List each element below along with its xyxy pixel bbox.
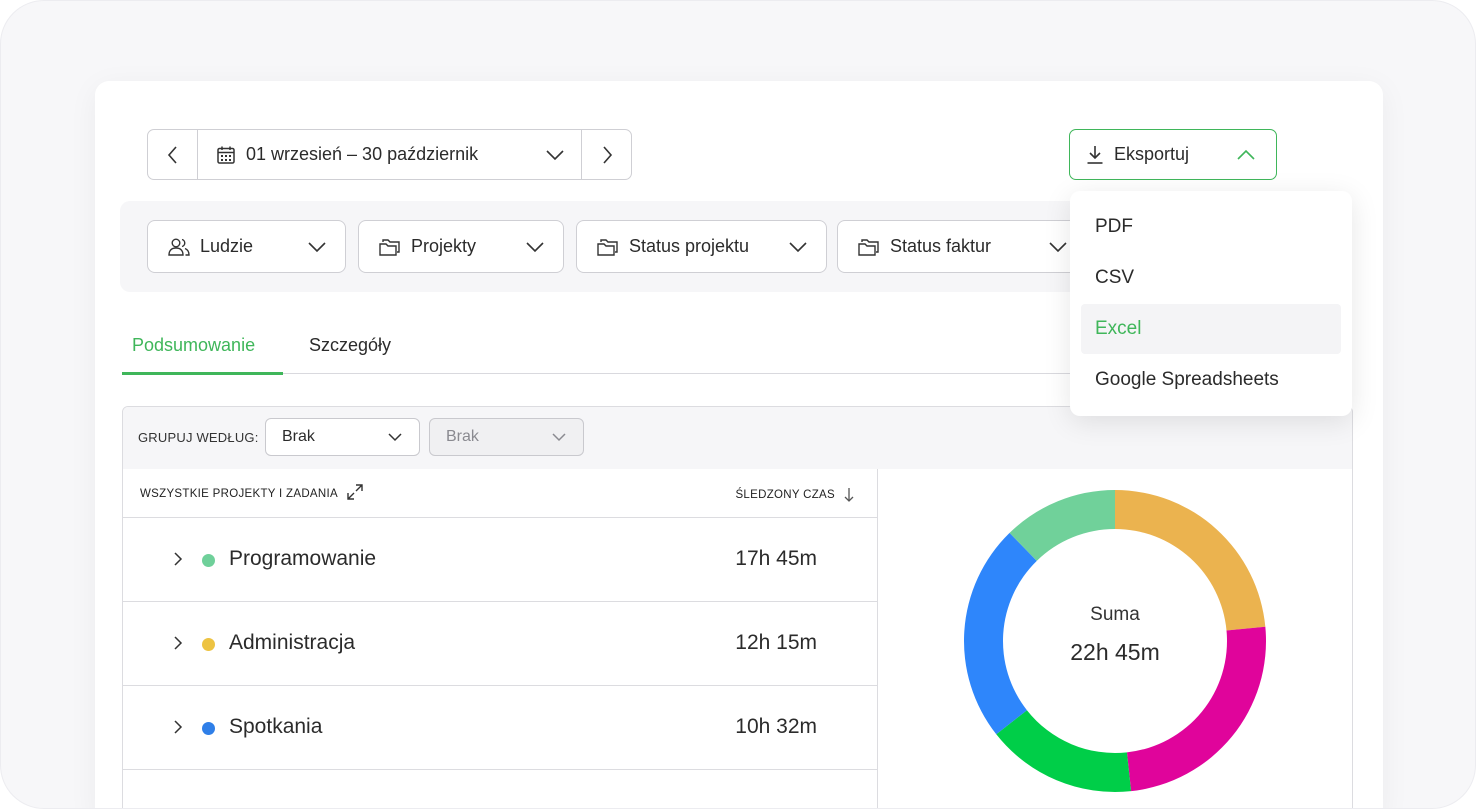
chart-total-label: Suma	[1090, 604, 1140, 625]
export-option-excel[interactable]: Excel	[1081, 304, 1341, 354]
project-color-dot	[202, 722, 215, 735]
donut-slice-0[interactable]	[1115, 490, 1266, 631]
filter-invoice-status[interactable]: Status faktur	[837, 220, 1087, 273]
donut-slice-2[interactable]	[996, 710, 1132, 792]
chevron-down-icon	[388, 433, 402, 442]
project-color-dot	[202, 638, 215, 651]
group-by-secondary-select[interactable]: Brak	[429, 418, 584, 456]
chevron-up-icon	[1237, 149, 1255, 160]
chevron-down-icon	[1049, 241, 1067, 252]
active-tab-indicator	[122, 372, 283, 375]
report-tabs: Podsumowanie Szczegóły	[122, 321, 1351, 375]
chevron-right-icon[interactable]	[173, 635, 183, 651]
donut-chart: Suma 22h 45m	[879, 469, 1352, 808]
group-by-label: GRUPUJ WEDŁUG:	[138, 430, 259, 445]
date-range-picker: 01 wrzesień – 30 październik	[147, 129, 632, 180]
projects-table: WSZYSTKIE PROJEKTY I ZADANIA ŚLEDZONY CZ…	[123, 469, 878, 808]
sort-arrow-down-icon	[844, 488, 854, 502]
project-time: 17h 45m	[735, 547, 817, 570]
filter-project-status[interactable]: Status projektu	[576, 220, 827, 273]
column-header-time[interactable]: ŚLEDZONY CZAS	[735, 487, 855, 503]
calendar-icon	[217, 146, 235, 164]
group-by-secondary-value: Brak	[446, 428, 479, 445]
next-period-button[interactable]	[581, 130, 631, 179]
column-time-label: ŚLEDZONY CZAS	[735, 489, 835, 501]
filter-projects-label: Projekty	[411, 236, 477, 256]
chevron-right-icon[interactable]	[173, 719, 183, 735]
report-card: 01 wrzesień – 30 październik Eksportuj	[95, 81, 1383, 808]
download-icon	[1087, 145, 1103, 164]
donut-slice-1[interactable]	[1126, 626, 1266, 792]
expand-icon[interactable]	[346, 483, 364, 501]
filter-project-status-label: Status projektu	[629, 236, 750, 256]
export-option-google-spreadsheets[interactable]: Google Spreadsheets	[1095, 369, 1279, 390]
chevron-right-icon[interactable]	[173, 551, 183, 567]
column-header-projects[interactable]: WSZYSTKIE PROJEKTY I ZADANIA	[140, 484, 364, 501]
filters-bar: Ludzie Projekty Status projektu	[120, 201, 1120, 292]
group-by-primary-value: Brak	[282, 428, 315, 445]
filter-invoice-status-label: Status faktur	[890, 236, 992, 256]
table-row[interactable]: Programowanie 17h 45m	[123, 518, 877, 602]
filter-projects[interactable]: Projekty	[358, 220, 564, 273]
table-row[interactable]: Administracja 12h 15m	[123, 602, 877, 686]
export-menu: PDF CSV Excel Google Spreadsheets	[1070, 191, 1352, 416]
export-option-csv[interactable]: CSV	[1095, 267, 1135, 288]
export-label: Eksportuj	[1114, 144, 1190, 164]
project-name: Spotkania	[229, 715, 323, 738]
project-time: 10h 32m	[735, 715, 817, 738]
chevron-left-icon	[167, 145, 177, 164]
chevron-down-icon	[789, 241, 807, 252]
project-name: Programowanie	[229, 547, 377, 570]
date-range-select[interactable]: 01 wrzesień – 30 październik	[198, 130, 581, 179]
report-panel: GRUPUJ WEDŁUG: Brak Brak WSZYSTKIE PROJE…	[122, 406, 1353, 808]
project-color-dot	[202, 554, 215, 567]
chevron-down-icon	[552, 433, 566, 442]
folder-icon	[597, 238, 618, 256]
chevron-down-icon	[308, 241, 326, 252]
export-option-pdf[interactable]: PDF	[1095, 216, 1133, 237]
project-name: Administracja	[229, 631, 356, 654]
chart-total-value: 22h 45m	[1070, 639, 1160, 665]
chevron-right-icon	[602, 145, 612, 164]
column-projects-label: WSZYSTKIE PROJEKTY I ZADANIA	[140, 488, 338, 500]
chevron-down-icon	[546, 149, 564, 160]
project-time: 12h 15m	[735, 631, 817, 654]
table-header: WSZYSTKIE PROJEKTY I ZADANIA ŚLEDZONY CZ…	[123, 469, 877, 518]
tab-details[interactable]: Szczegóły	[309, 335, 392, 355]
donut-slice-3[interactable]	[964, 532, 1037, 735]
donut-slice-4[interactable]	[1009, 490, 1115, 561]
group-by-primary-select[interactable]: Brak	[265, 418, 420, 456]
users-icon	[168, 238, 190, 256]
folder-icon	[379, 238, 400, 256]
previous-period-button[interactable]	[148, 130, 198, 179]
folder-icon	[858, 238, 879, 256]
date-range-label: 01 wrzesień – 30 październik	[246, 144, 479, 164]
donut-chart-svg	[964, 490, 1266, 792]
group-by-bar: GRUPUJ WEDŁUG: Brak Brak	[123, 407, 1352, 469]
filter-people-label: Ludzie	[200, 236, 254, 256]
chevron-down-icon	[526, 241, 544, 252]
filter-people[interactable]: Ludzie	[147, 220, 346, 273]
tab-summary[interactable]: Podsumowanie	[132, 335, 256, 355]
export-button[interactable]: Eksportuj	[1069, 129, 1277, 180]
table-row[interactable]: Spotkania 10h 32m	[123, 686, 877, 770]
